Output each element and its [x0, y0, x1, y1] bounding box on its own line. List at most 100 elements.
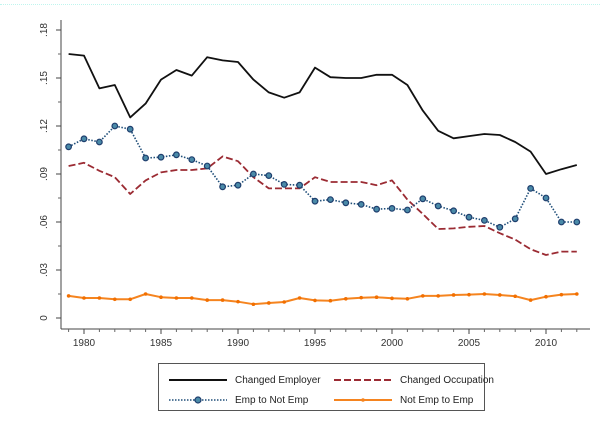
axes: 0 .03 .06 .09 .12 .15 .18 1980 1985 1990 1995 2000 2…: [39, 20, 590, 349]
data-point: [575, 292, 579, 296]
y-tick-label: .03: [39, 263, 50, 277]
data-point: [373, 205, 381, 213]
data-point: [313, 298, 317, 303]
y-tick-label: .12: [39, 119, 50, 133]
x-tick-label: 2000: [381, 338, 404, 349]
x-tick-label: 2010: [535, 338, 558, 349]
series-line-changed-occupation: [68, 155, 577, 256]
line-chart: 0 .03 .06 .09 .12 .15 .18 1980 1985 1990 1995 2000 2…: [39, 20, 590, 349]
data-point: [357, 200, 365, 208]
data-point: [405, 297, 410, 301]
data-point: [465, 213, 473, 221]
data-point: [188, 156, 196, 164]
data-point: [388, 204, 396, 212]
data-point: [205, 298, 209, 302]
series-line-changed-employer: [68, 53, 578, 175]
y-tick-label: 0: [39, 315, 50, 321]
data-point: [344, 297, 348, 301]
data-point: [481, 216, 488, 224]
y-tick-label: .09: [39, 167, 50, 181]
x-tick-label: 2005: [458, 338, 481, 349]
legend-label: Emp to Not Emp: [235, 394, 309, 406]
series-line-not-emp-to-emp: [68, 293, 577, 306]
x-tick-label: 1990: [227, 338, 250, 349]
data-point: [390, 296, 394, 301]
data-point: [159, 295, 163, 300]
data-point: [203, 162, 211, 170]
data-point: [234, 181, 242, 189]
data-point: [496, 223, 504, 231]
x-tick-label: 1985: [150, 338, 173, 349]
legend: Changed Employer Changed Occupation Emp …: [158, 363, 494, 411]
data-point: [251, 302, 256, 307]
data-point: [267, 301, 271, 305]
data-point: [220, 298, 225, 302]
data-point: [527, 184, 534, 192]
data-point: [296, 181, 304, 189]
data-point: [558, 218, 565, 226]
data-point: [436, 294, 441, 298]
data-point: [559, 292, 564, 297]
data-point: [451, 293, 456, 297]
legend-swatch-dashed-red: [334, 379, 392, 381]
data-point: [111, 122, 119, 130]
data-point: [434, 202, 442, 210]
data-point: [528, 298, 533, 302]
data-point: [359, 295, 364, 300]
data-point: [282, 300, 287, 304]
data-point: [311, 197, 319, 205]
data-point: [65, 143, 72, 151]
series-layer: [65, 53, 581, 307]
data-point: [450, 207, 458, 215]
data-point: [113, 297, 117, 302]
data-point: [174, 296, 179, 300]
data-point: [157, 153, 165, 161]
data-point: [82, 296, 86, 300]
data-point: [498, 293, 502, 297]
y-tick-label: .15: [39, 71, 50, 85]
data-point: [513, 294, 517, 299]
legend-item-changed-occupation: Changed Occupation: [334, 372, 494, 388]
data-point: [265, 172, 273, 180]
series-not-emp-to-emp: [66, 292, 579, 307]
data-point: [128, 297, 132, 302]
legend-swatch-solid-black: [169, 379, 227, 381]
data-point: [142, 154, 150, 162]
data-point: [126, 125, 134, 133]
data-point: [327, 196, 334, 204]
data-point: [328, 298, 333, 303]
data-point: [249, 170, 257, 178]
series-line-emp-to-not-emp: [68, 125, 577, 229]
legend-swatch-solid-orange: [334, 398, 392, 402]
data-point: [190, 296, 194, 300]
series-changed-occupation: [68, 155, 577, 256]
y-tick-label: .18: [39, 23, 50, 37]
data-point: [297, 296, 302, 300]
legend-item-changed-employer: Changed Employer: [169, 372, 321, 388]
data-point: [80, 135, 88, 143]
legend-label: Changed Employer: [235, 374, 321, 386]
data-point: [172, 151, 180, 159]
data-point: [419, 195, 427, 203]
data-point: [421, 294, 425, 298]
legend-item-not-emp-to-emp: Not Emp to Emp: [334, 392, 473, 408]
series-emp-to-not-emp: [65, 122, 581, 231]
data-point: [544, 294, 548, 299]
top-border-artifact: [0, 4, 600, 6]
data-point: [482, 292, 487, 296]
data-point: [342, 199, 350, 207]
data-point: [573, 218, 581, 226]
data-point: [95, 138, 103, 146]
data-point: [467, 292, 471, 297]
data-point: [404, 206, 411, 214]
data-point: [542, 194, 550, 202]
legend-label: Not Emp to Emp: [400, 394, 474, 406]
x-tick-label: 1980: [73, 338, 96, 349]
data-point: [143, 292, 148, 296]
data-point: [511, 215, 519, 223]
data-point: [374, 295, 379, 300]
y-tick-label: .06: [39, 215, 50, 229]
data-point: [219, 183, 227, 191]
data-point: [280, 180, 288, 188]
series-changed-employer: [68, 53, 578, 175]
